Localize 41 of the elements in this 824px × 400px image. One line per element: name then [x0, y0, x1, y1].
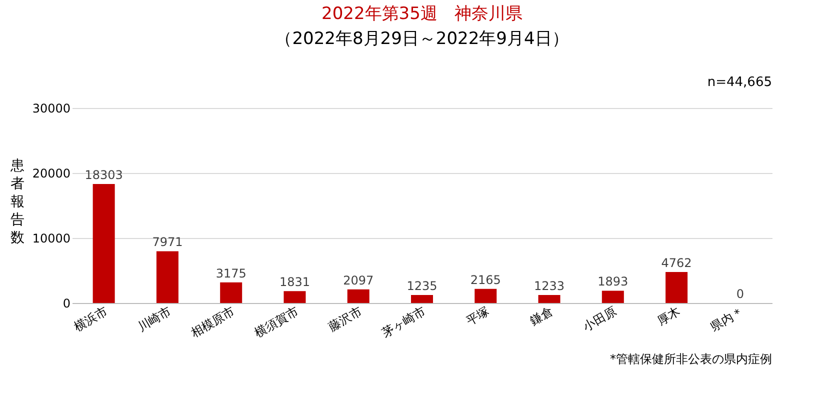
x-tick-label: 川崎市 [135, 304, 174, 334]
data-label: 2097 [343, 273, 374, 288]
x-tick-label: 平塚 [464, 304, 492, 328]
chart-title: 2022年第35週 神奈川県 [322, 4, 522, 24]
x-tick-label: 小田原 [580, 304, 619, 334]
bar [666, 272, 688, 303]
y-tick-label: 10000 [32, 232, 70, 246]
bar [347, 289, 370, 303]
data-label: 1235 [406, 278, 438, 293]
bar [411, 294, 433, 303]
y-axis-title: 患者報告数 [10, 158, 24, 246]
bar [474, 288, 497, 303]
x-tick-label: 相模原市 [188, 304, 238, 340]
data-label: 1893 [598, 274, 628, 289]
y-tick-label: 20000 [32, 166, 70, 180]
bar [92, 184, 115, 303]
data-label: 18303 [84, 168, 123, 182]
text: n=44,665 [707, 75, 772, 90]
x-tick-label: 藤沢市 [326, 304, 364, 334]
data-label: 0 [736, 287, 744, 301]
data-label: 4762 [661, 256, 692, 270]
x-tick-label: 茅ヶ崎市 [379, 304, 428, 340]
bar [284, 291, 306, 303]
data-label: 7971 [152, 235, 183, 250]
bar [538, 294, 560, 303]
x-tick-label: 県内＊ [708, 304, 746, 334]
y-tick-label: 0 [62, 296, 70, 310]
x-tick-label: 横須賀市 [252, 304, 301, 340]
data-label: 3175 [216, 266, 246, 280]
data-label: 1831 [279, 275, 310, 290]
bar [220, 282, 242, 303]
bar [156, 251, 178, 303]
x-tick-label: 横浜市 [72, 304, 110, 334]
chart-subtitle: （2022年8月29日～2022年9月4日） [275, 29, 569, 49]
x-tick-label: 鎌倉 [527, 304, 556, 328]
data-label: 2165 [470, 272, 501, 287]
text: *管轄保健所非公表の県内症例 [610, 352, 772, 366]
bar [602, 290, 624, 303]
data-label: 1233 [534, 278, 565, 293]
y-tick-label: 30000 [32, 102, 70, 116]
x-tick-label: 厚木 [654, 304, 683, 328]
